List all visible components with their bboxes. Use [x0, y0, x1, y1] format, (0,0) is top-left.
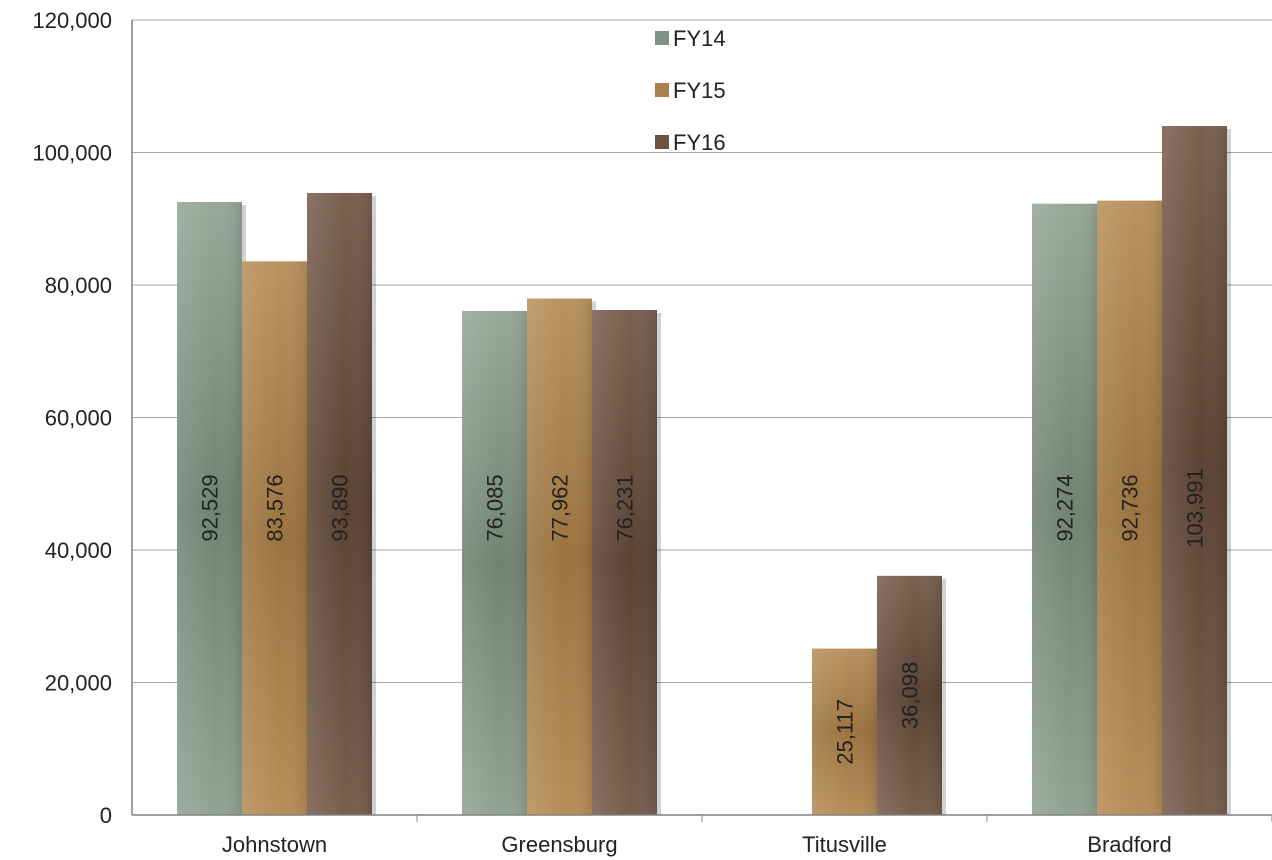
bar-highlight	[527, 298, 592, 816]
data-label: 93,890	[328, 474, 353, 541]
legend: FY14 FY15 FY16	[655, 26, 726, 155]
x-category-label: Johnstown	[222, 832, 327, 857]
data-label: 76,085	[483, 474, 508, 541]
data-label: 76,231	[613, 474, 638, 541]
y-tick-label: 0	[100, 803, 112, 828]
bar-highlight	[242, 261, 307, 816]
data-label: 25,117	[833, 699, 858, 765]
legend-swatch-fy16	[655, 135, 669, 149]
bar-highlight	[1097, 200, 1162, 815]
legend-swatch-fy14	[655, 31, 669, 45]
bar-highlight	[1162, 126, 1227, 815]
bar-highlight	[462, 310, 527, 815]
data-label: 77,962	[548, 474, 573, 541]
data-label: 92,274	[1053, 474, 1078, 541]
data-labels: 92,529 83,576 93,890 76,085 77,962 76,231 25,1…	[198, 468, 1208, 764]
legend-label-fy14: FY14	[673, 26, 726, 51]
data-label: 92,529	[198, 474, 223, 541]
legend-label-fy16: FY16	[673, 130, 726, 155]
data-label: 83,576	[263, 474, 288, 541]
y-tick-label: 100,000	[32, 141, 112, 166]
bar-highlight	[592, 309, 657, 815]
y-tick-label: 120,000	[32, 8, 112, 33]
y-tick-label: 40,000	[45, 538, 112, 563]
data-label: 103,991	[1183, 468, 1208, 548]
legend-swatch-fy15	[655, 83, 669, 97]
bar-highlight	[1032, 203, 1097, 815]
data-label: 36,098	[898, 662, 923, 729]
x-category-label: Greensburg	[501, 832, 617, 857]
x-category-label: Titusville	[802, 832, 887, 857]
y-tick-label: 80,000	[45, 273, 112, 298]
bar-highlight	[877, 575, 942, 815]
y-tick-label: 20,000	[45, 671, 112, 696]
bar-highlight	[307, 192, 372, 815]
axes: 0 20,000 40,000 60,000 80,000 100,000 120,000 J…	[32, 8, 1272, 857]
bars	[177, 126, 1231, 816]
y-tick-label: 60,000	[45, 406, 112, 431]
bar-highlight	[177, 201, 242, 816]
legend-label-fy15: FY15	[673, 78, 726, 103]
x-category-label: Bradford	[1087, 832, 1171, 857]
bar-highlight	[812, 648, 877, 815]
data-label: 92,736	[1118, 474, 1143, 541]
